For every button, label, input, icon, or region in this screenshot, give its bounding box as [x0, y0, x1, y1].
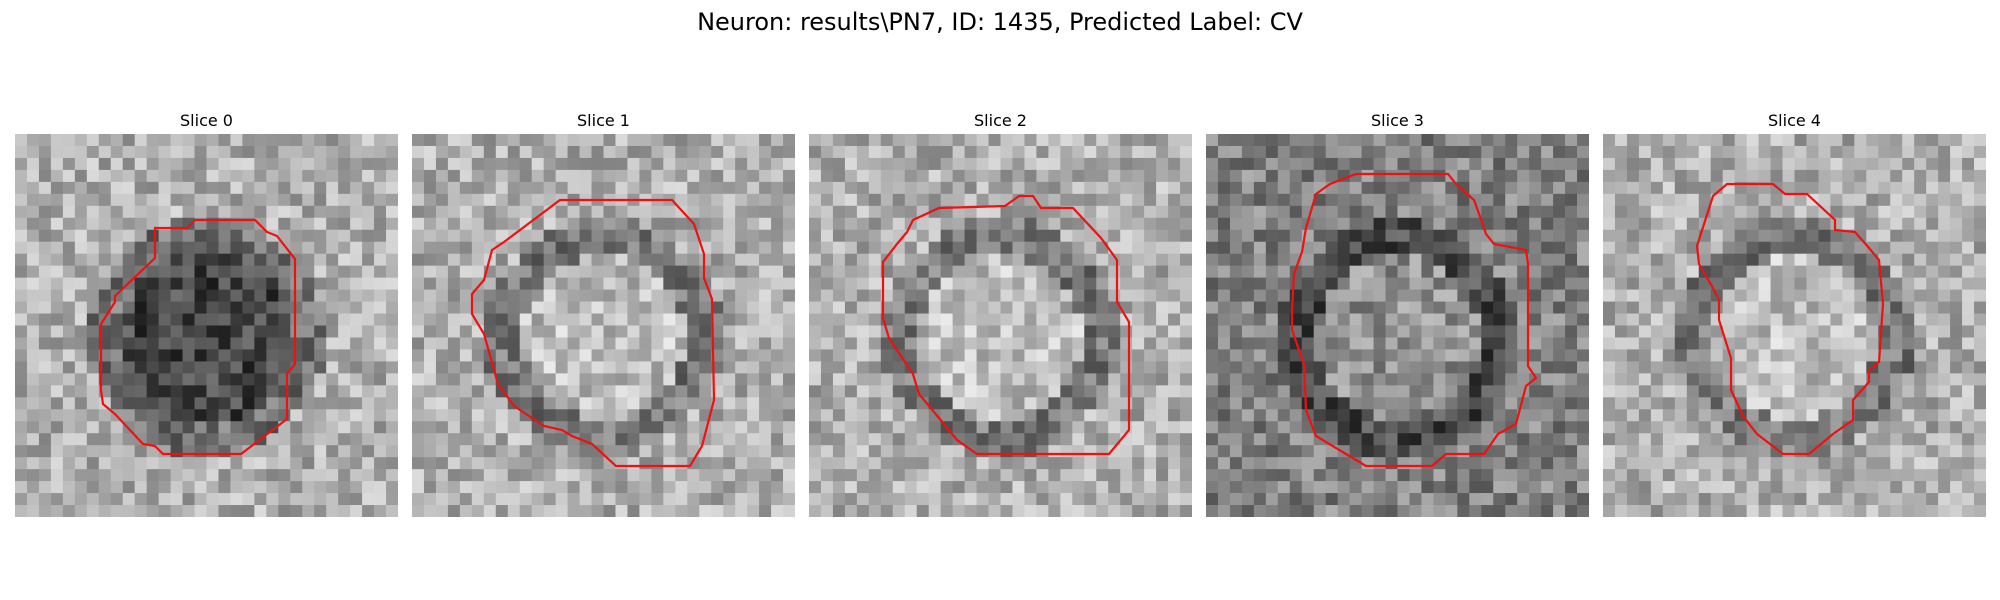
slice-title: Slice 3 [1371, 111, 1424, 130]
segmentation-outline [470, 198, 716, 468]
slice-title: Slice 4 [1768, 111, 1821, 130]
microscopy-image [412, 134, 795, 517]
segmentation-outline [881, 194, 1131, 456]
slice-title: Slice 2 [974, 111, 1027, 130]
slice-image [809, 134, 1192, 517]
segmentation-outline [1290, 172, 1538, 468]
slice-image [1603, 134, 1986, 517]
segmentation-outline [1695, 182, 1885, 456]
slice-image [1206, 134, 1589, 517]
slice-title: Slice 0 [180, 111, 233, 130]
microscopy-image [15, 134, 398, 517]
microscopy-image [1206, 134, 1589, 517]
microscopy-image [1603, 134, 1986, 517]
slice-panel-1: Slice 1 [412, 108, 795, 517]
slice-panel-0: Slice 0 [15, 108, 398, 517]
slice-title: Slice 1 [577, 111, 630, 130]
slice-panel-3: Slice 3 [1206, 108, 1589, 517]
figure-title: Neuron: results\PN7, ID: 1435, Predicted… [697, 8, 1303, 36]
slice-panel-2: Slice 2 [809, 108, 1192, 517]
slice-image [15, 134, 398, 517]
slice-panel-4: Slice 4 [1603, 108, 1986, 517]
segmentation-outline [99, 218, 297, 456]
microscopy-image [809, 134, 1192, 517]
slice-image [412, 134, 795, 517]
